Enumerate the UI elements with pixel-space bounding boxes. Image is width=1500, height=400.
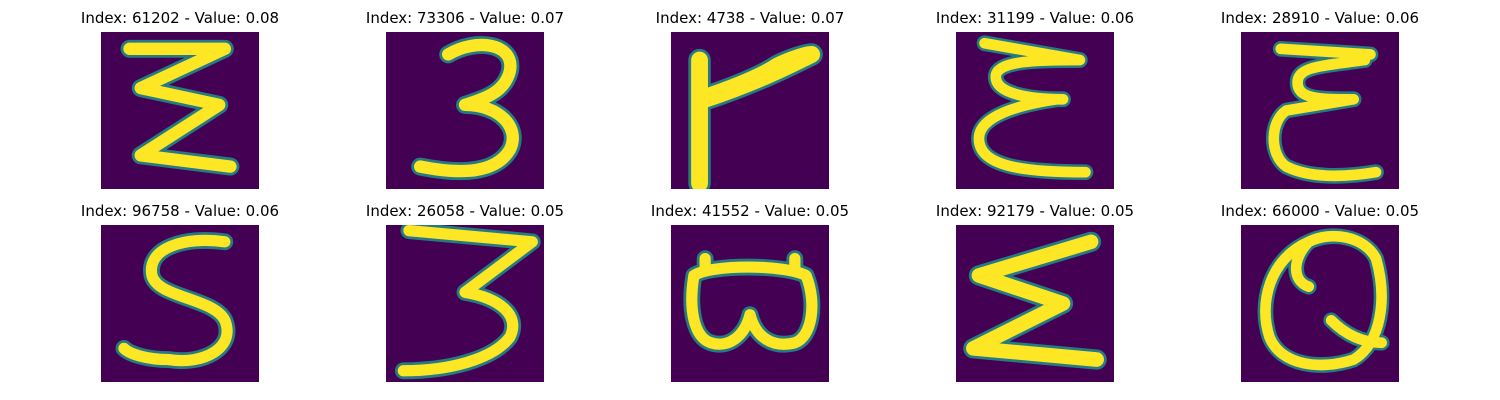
sample-title: Index: 92179 - Value: 0.05: [935, 202, 1135, 220]
sample-image: [956, 32, 1114, 189]
digit-glyph-flag: [688, 43, 823, 189]
sample-title: Index: 66000 - Value: 0.05: [1220, 202, 1420, 220]
sample-image: [101, 225, 259, 382]
sample-panel: Index: 96758 - Value: 0.06: [50, 201, 310, 386]
sample-panel: Index: 41552 - Value: 0.05: [620, 201, 880, 386]
sample-title: Index: 26058 - Value: 0.05: [365, 202, 565, 220]
digit-glyph-three: [411, 36, 522, 181]
sample-title: Index: 31199 - Value: 0.06: [935, 9, 1135, 27]
sample-image: [1241, 32, 1399, 189]
sample-title: Index: 96758 - Value: 0.06: [80, 202, 280, 220]
digit-glyph-five: [115, 232, 236, 369]
digit-glyph-sigma: [963, 231, 1107, 370]
sample-title: Index: 28910 - Value: 0.06: [1220, 9, 1420, 27]
sample-title: Index: 4738 - Value: 0.07: [655, 9, 845, 27]
sample-title: Index: 41552 - Value: 0.05: [650, 202, 850, 220]
sample-panel: Index: 66000 - Value: 0.05: [1190, 201, 1450, 386]
digit-glyph-e: [971, 35, 1094, 181]
sample-image: [386, 225, 544, 382]
sample-image: [1241, 225, 1399, 382]
sample-panel: Index: 73306 - Value: 0.07: [335, 8, 595, 193]
sample-panel: Index: 61202 - Value: 0.08: [50, 8, 310, 193]
digit-glyph-e: [1266, 40, 1384, 184]
sample-panel: Index: 4738 - Value: 0.07: [620, 8, 880, 193]
sample-panel: Index: 31199 - Value: 0.06: [905, 8, 1165, 193]
digit-glyph-b-sideways: [683, 250, 821, 353]
sample-image: [101, 32, 259, 189]
sample-image: [386, 32, 544, 189]
sample-image: [671, 32, 829, 189]
digit-glyph-three-flat: [394, 225, 541, 380]
sample-title: Index: 73306 - Value: 0.07: [365, 9, 565, 27]
sample-panel: Index: 92179 - Value: 0.05: [905, 201, 1165, 386]
sample-image: [671, 225, 829, 382]
sample-panel: Index: 26058 - Value: 0.05: [335, 201, 595, 386]
sample-panel: Index: 28910 - Value: 0.06: [1190, 8, 1450, 193]
sample-title: Index: 61202 - Value: 0.08: [80, 9, 280, 27]
digit-glyph-zigzag: [120, 39, 240, 176]
sample-image: [956, 225, 1114, 382]
digit-glyph-q: [1257, 228, 1390, 373]
